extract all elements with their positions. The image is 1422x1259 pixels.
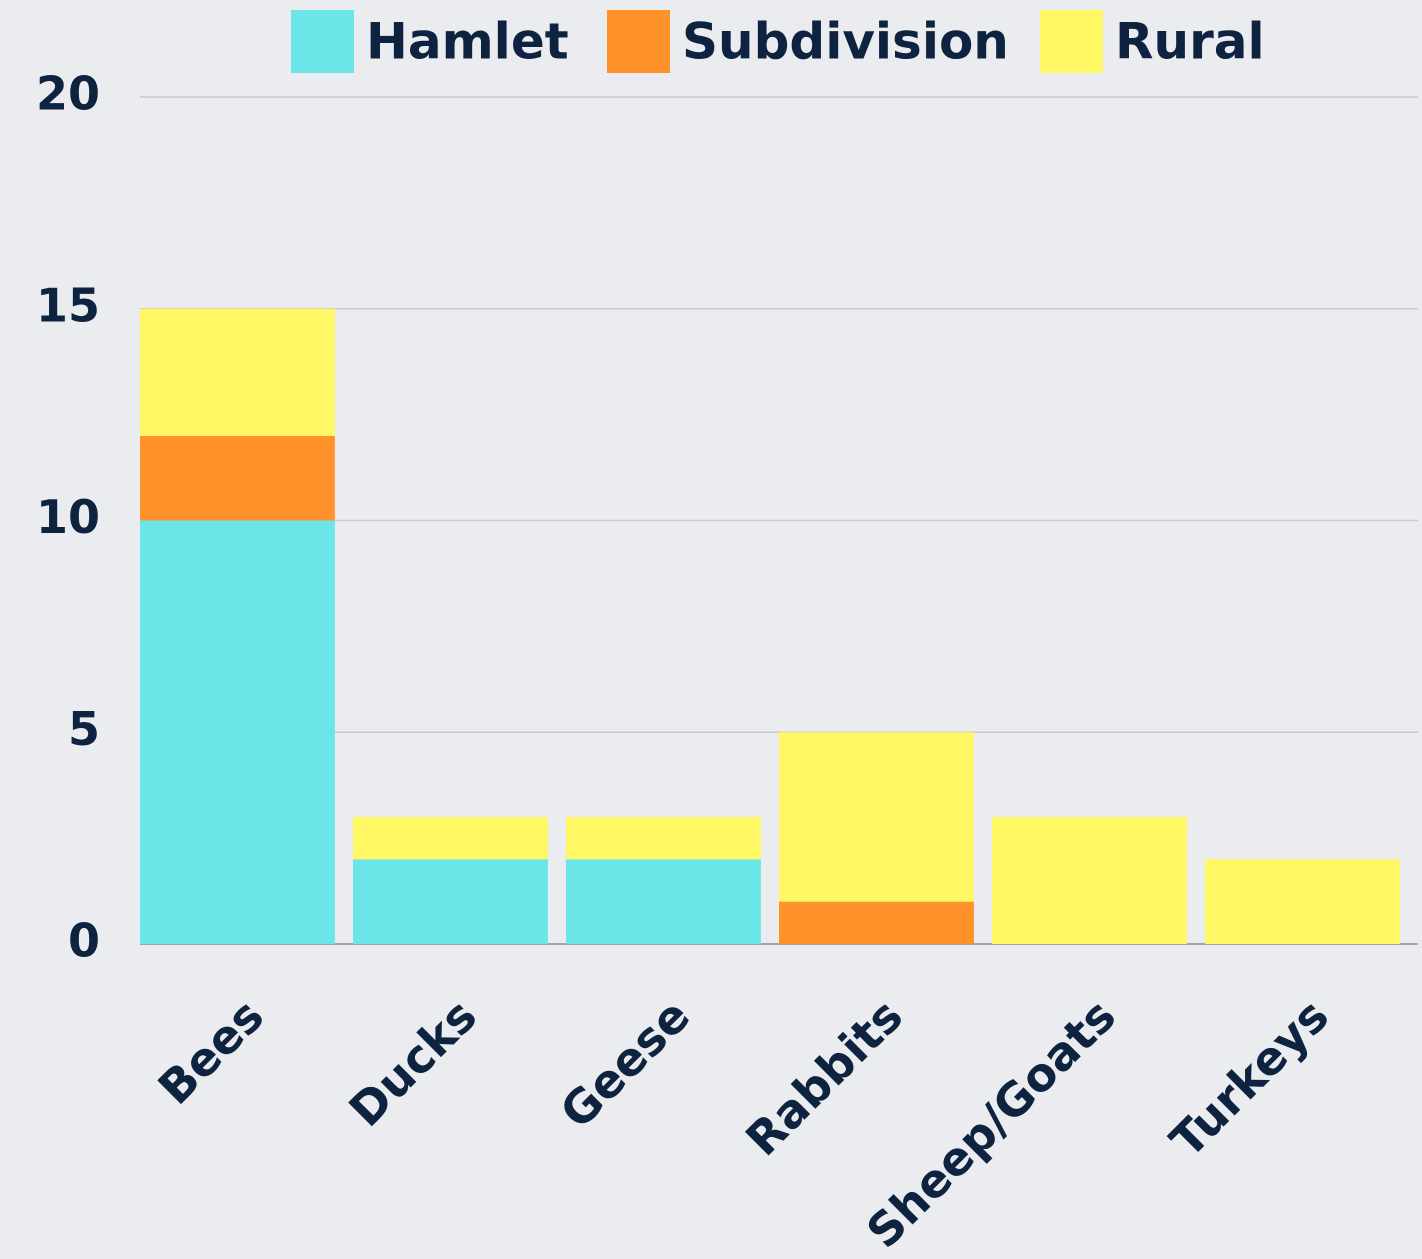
bar-segment [353, 859, 548, 944]
x-tick-label: Bees [148, 988, 274, 1114]
bar-segment [566, 859, 761, 944]
bar-segment [779, 732, 974, 902]
y-tick-label: 0 [68, 914, 100, 968]
bar-segment [140, 435, 335, 521]
x-tick-label: Geese [550, 988, 700, 1138]
x-tick-label: Ducks [338, 988, 487, 1137]
y-tick-label: 20 [36, 67, 100, 121]
y-tick-label: 5 [68, 702, 100, 756]
bar-segment [140, 520, 335, 944]
x-tick-label: Rabbits [735, 988, 913, 1166]
bar-segment [992, 816, 1187, 944]
legend-swatch [607, 10, 670, 73]
bar-segment [140, 308, 335, 436]
x-tick-label: Turkeys [1160, 988, 1339, 1167]
legend-label: Rural [1115, 13, 1265, 71]
y-tick-label: 10 [36, 490, 100, 544]
bar-segment [779, 901, 974, 944]
legend-swatch [291, 10, 354, 73]
legend-label: Hamlet [366, 13, 569, 71]
bar-segment [353, 816, 548, 860]
bar-segment [1205, 859, 1400, 944]
legend-label: Subdivision [682, 13, 1009, 71]
bar-segment [566, 816, 761, 860]
legend-swatch [1040, 10, 1103, 73]
y-tick-label: 15 [36, 278, 100, 332]
